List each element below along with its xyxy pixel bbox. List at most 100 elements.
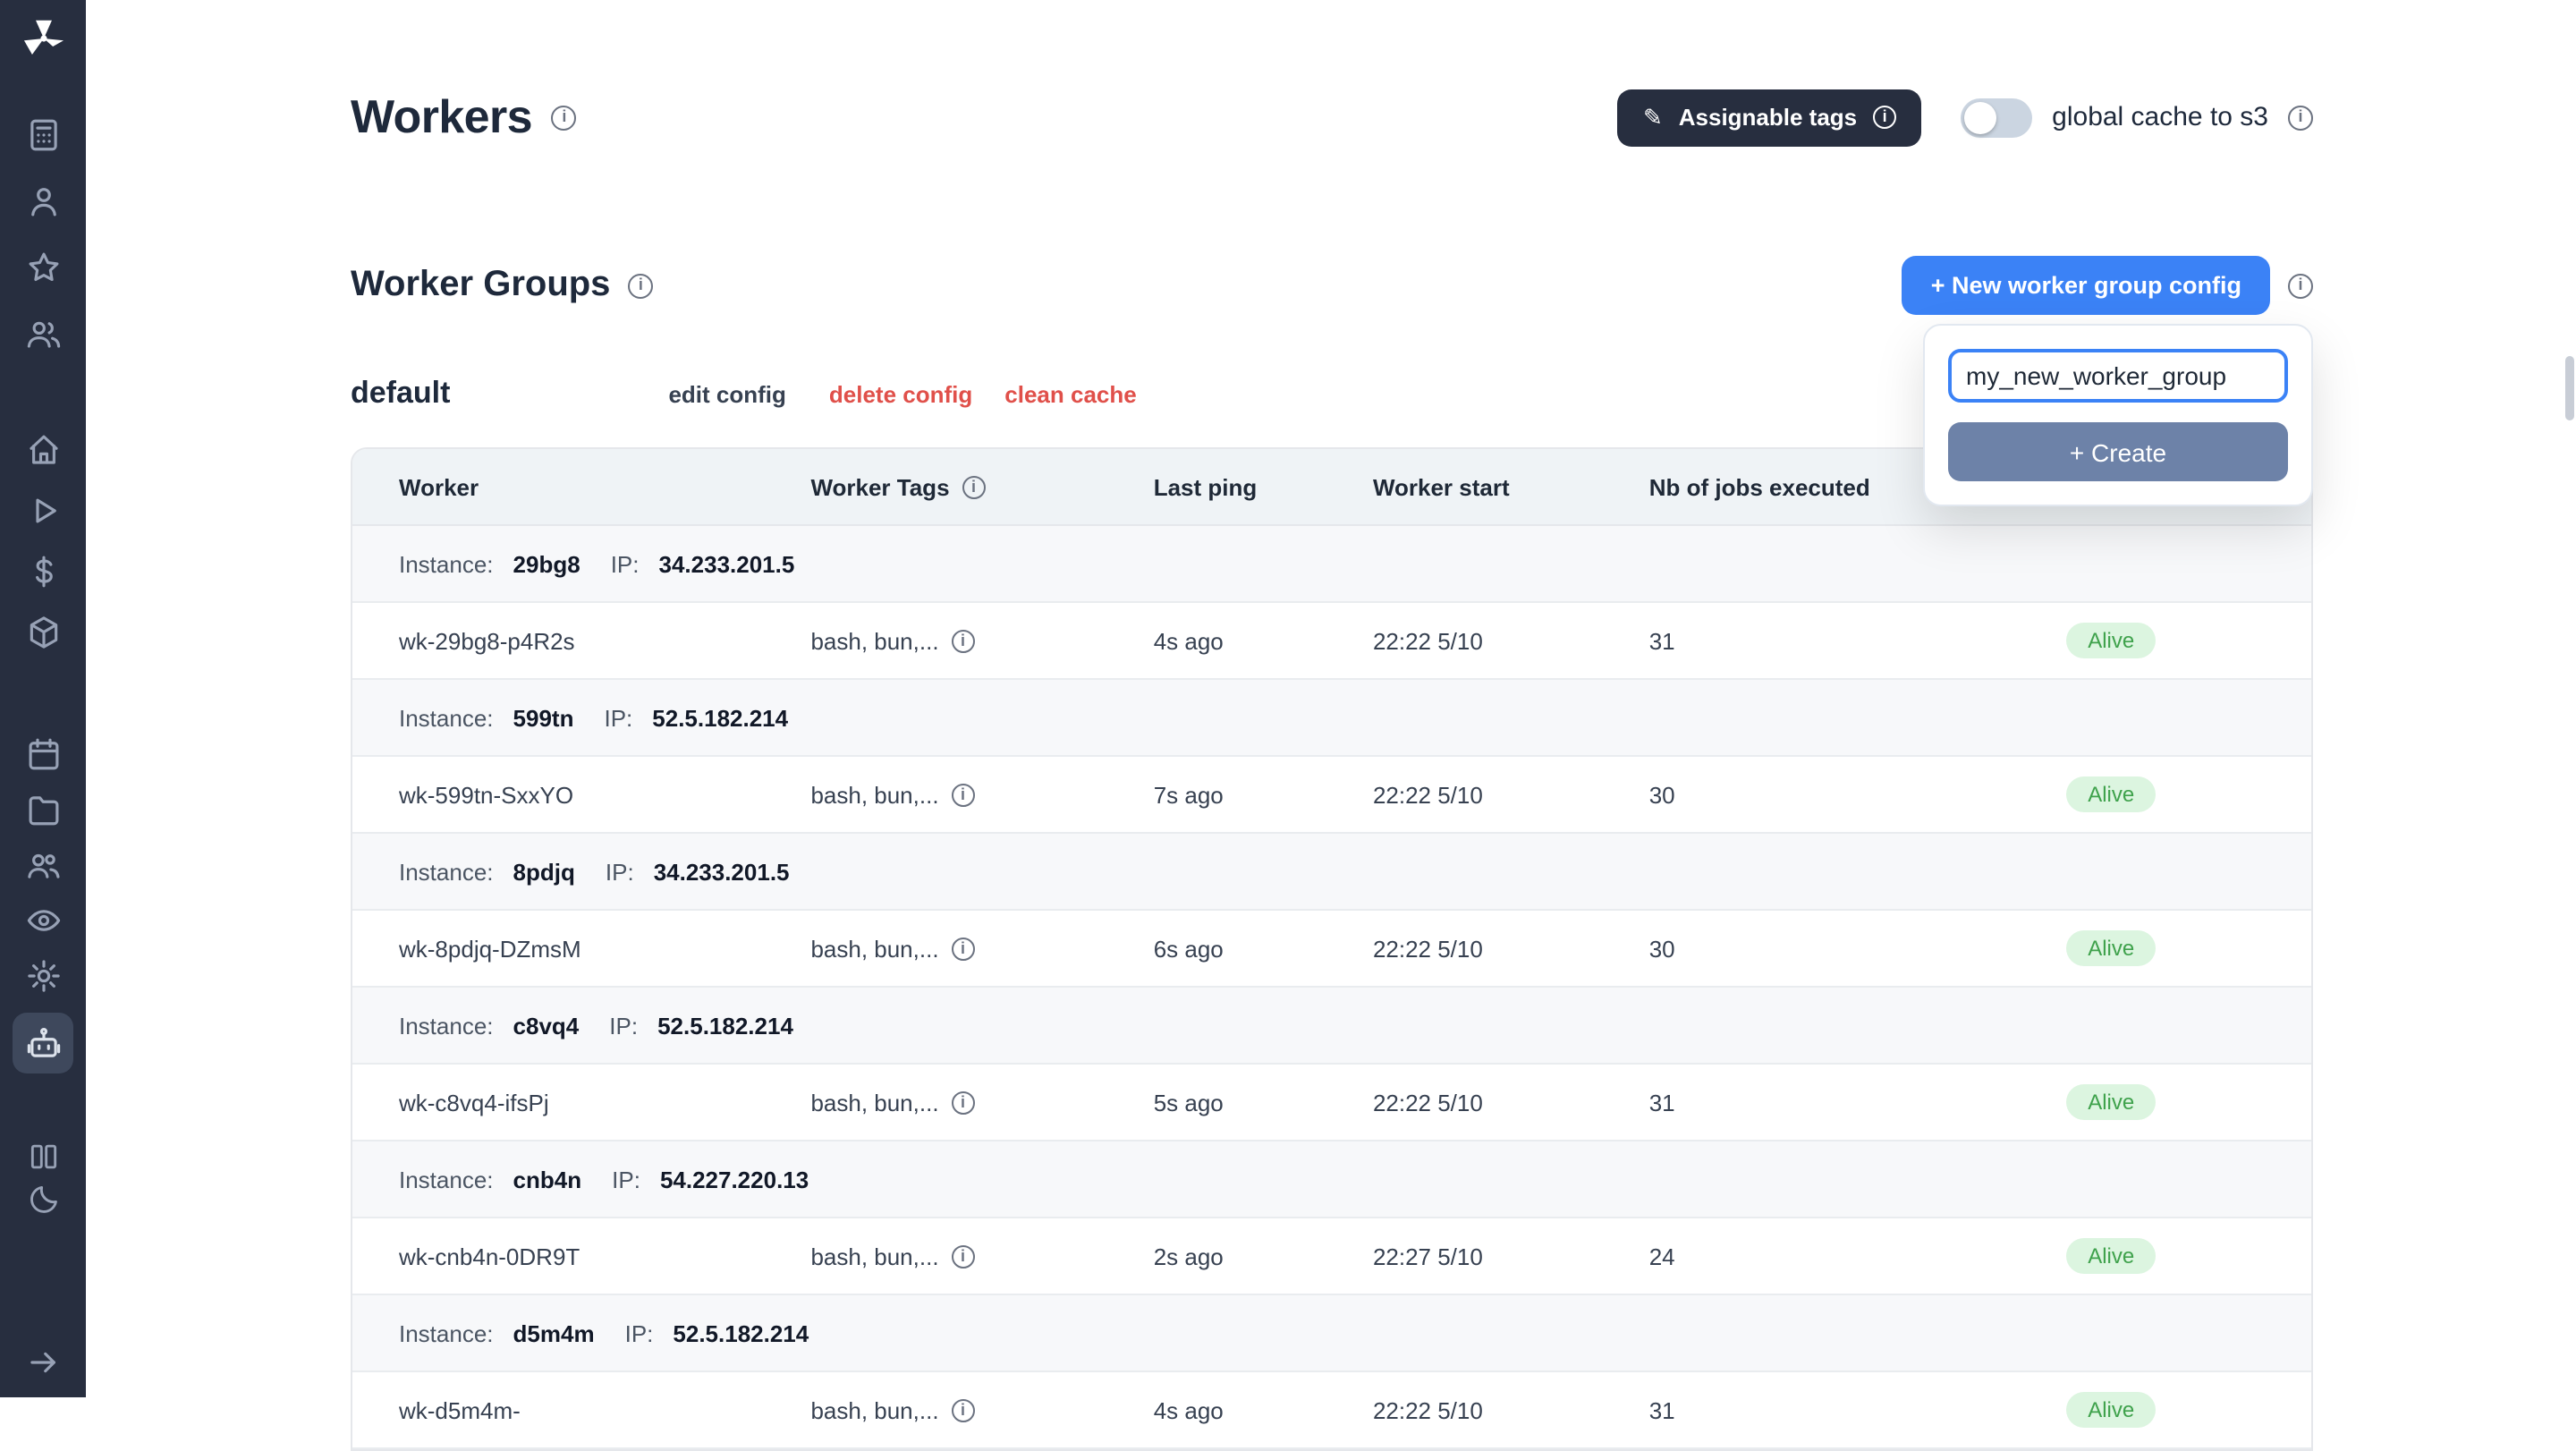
- worker-tags-row-info-icon[interactable]: [951, 1090, 975, 1114]
- sidebar-item-workers-active[interactable]: [13, 1013, 73, 1073]
- edit-config-link[interactable]: edit config: [668, 381, 786, 408]
- worker-name: wk-d5m4m-: [399, 1396, 521, 1423]
- worker-row: wk-29bg8-p4R2s bash, bun,... 4s ago 22:2…: [352, 603, 2311, 680]
- workers-info-icon[interactable]: [551, 105, 577, 130]
- worker-start-time: 22:22 5/10: [1372, 1396, 1483, 1423]
- sidebar-expand[interactable]: [24, 1344, 62, 1381]
- instance-label: Instance:: [399, 550, 494, 577]
- global-cache-toggle[interactable]: [1961, 98, 2033, 137]
- new-worker-group-info-icon[interactable]: [2288, 273, 2313, 298]
- columns-icon[interactable]: [26, 1140, 60, 1174]
- worker-tags-cell: bash, bun,...: [810, 781, 1153, 808]
- worker-row: wk-cnb4n-0DR9T bash, bun,... 2s ago 22:2…: [352, 1218, 2311, 1295]
- windmill-logo[interactable]: [19, 14, 67, 63]
- robot-icon: [26, 1026, 60, 1056]
- create-button[interactable]: + Create: [1948, 422, 2288, 481]
- global-cache-info-icon[interactable]: [2288, 105, 2313, 130]
- calendar-icon[interactable]: [24, 735, 62, 773]
- worker-group-name-input[interactable]: [1948, 349, 2288, 403]
- instance-row: Instance: c8vq4 IP: 52.5.182.214: [352, 988, 2311, 1065]
- dollar-icon[interactable]: [24, 553, 62, 590]
- toggle-knob: [1964, 101, 1997, 133]
- cube-icon[interactable]: [24, 614, 62, 651]
- worker-last-ping: 4s ago: [1153, 627, 1224, 654]
- worker-jobs-count: 30: [1648, 781, 1675, 808]
- workers-table: Worker Worker Tags Last ping Worker star…: [351, 447, 2313, 1451]
- worker-jobs-count: 31: [1648, 1089, 1675, 1116]
- folder-icon[interactable]: [24, 791, 62, 828]
- col-header-start: Worker start: [1372, 473, 1510, 500]
- worker-status-cell: Alive: [2066, 1392, 2311, 1428]
- users-icon[interactable]: [24, 315, 62, 352]
- worker-groups-info-icon[interactable]: [628, 273, 654, 298]
- instance-row: Instance: 8pdjq IP: 34.233.201.5: [352, 834, 2311, 911]
- gear-icon[interactable]: [24, 957, 62, 995]
- play-icon[interactable]: [24, 492, 62, 530]
- instance-label: Instance:: [399, 1012, 494, 1039]
- worker-status-cell: Alive: [2066, 1084, 2311, 1120]
- star-icon[interactable]: [24, 249, 62, 286]
- instance-label: Instance:: [399, 858, 494, 885]
- user-icon[interactable]: [24, 182, 62, 220]
- home-icon[interactable]: [24, 431, 62, 469]
- team-icon[interactable]: [24, 846, 62, 884]
- worker-tags-row-info-icon[interactable]: [951, 1244, 975, 1268]
- status-badge: Alive: [2066, 1238, 2157, 1274]
- worker-tags-row-info-icon[interactable]: [951, 1398, 975, 1421]
- worker-tags-cell: bash, bun,...: [810, 935, 1153, 962]
- ip-label: IP:: [612, 1166, 640, 1192]
- worker-name: wk-599tn-SxxYO: [399, 781, 574, 808]
- moon-icon[interactable]: [26, 1183, 60, 1217]
- worker-tags-row-info-icon[interactable]: [951, 629, 975, 652]
- delete-config-link[interactable]: delete config: [828, 381, 973, 408]
- assignable-tags-button[interactable]: Assignable tags: [1617, 89, 1922, 146]
- instance-row: Instance: 29bg8 IP: 34.233.201.5: [352, 526, 2311, 603]
- worker-jobs-count: 31: [1648, 1396, 1675, 1423]
- app-root: Workers Assignable tags global cache to …: [0, 0, 2576, 1397]
- status-badge: Alive: [2066, 1392, 2157, 1428]
- eye-icon[interactable]: [24, 902, 62, 939]
- col-header-tags: Worker Tags: [810, 473, 1153, 500]
- assignable-tags-info-icon[interactable]: [1873, 106, 1897, 129]
- calculator-icon[interactable]: [24, 116, 62, 154]
- worker-tags-row-info-icon[interactable]: [951, 783, 975, 806]
- instance-row: Instance: 599tn IP: 52.5.182.214: [352, 680, 2311, 757]
- worker-name: wk-cnb4n-0DR9T: [399, 1243, 580, 1269]
- scrollbar-thumb[interactable]: [2565, 356, 2574, 420]
- table-body: Instance: 29bg8 IP: 34.233.201.5 wk-29bg…: [352, 526, 2311, 1449]
- instance-id: d5m4m: [513, 1319, 595, 1346]
- worker-tags-row-info-icon[interactable]: [951, 937, 975, 960]
- worker-status-cell: Alive: [2066, 623, 2311, 658]
- ip-label: IP:: [605, 858, 634, 885]
- worker-last-ping: 7s ago: [1153, 781, 1224, 808]
- worker-last-ping: 6s ago: [1153, 935, 1224, 962]
- pencil-icon: [1643, 103, 1663, 132]
- clean-cache-link[interactable]: clean cache: [1004, 381, 1137, 408]
- group-name: default: [351, 376, 451, 410]
- worker-last-ping: 2s ago: [1153, 1243, 1224, 1269]
- worker-row: wk-c8vq4-ifsPj bash, bun,... 5s ago 22:2…: [352, 1065, 2311, 1141]
- new-worker-group-config-button[interactable]: + New worker group config: [1902, 256, 2270, 315]
- worker-tags-text: bash, bun,...: [810, 1089, 939, 1116]
- worker-row: wk-599tn-SxxYO bash, bun,... 7s ago 22:2…: [352, 757, 2311, 834]
- worker-tags-cell: bash, bun,...: [810, 1089, 1153, 1116]
- worker-last-ping: 4s ago: [1153, 1396, 1224, 1423]
- worker-row: wk-8pdjq-DZmsM bash, bun,... 6s ago 22:2…: [352, 911, 2311, 988]
- worker-tags-text: bash, bun,...: [810, 1243, 939, 1269]
- worker-name: wk-29bg8-p4R2s: [399, 627, 575, 654]
- sidebar-group-top: [24, 116, 62, 352]
- worker-start-time: 22:22 5/10: [1372, 781, 1483, 808]
- instance-id: 29bg8: [513, 550, 580, 577]
- instance-label: Instance:: [399, 1319, 494, 1346]
- instance-ip: 52.5.182.214: [657, 1012, 793, 1039]
- status-badge: Alive: [2066, 623, 2157, 658]
- status-badge: Alive: [2066, 930, 2157, 966]
- worker-last-ping: 5s ago: [1153, 1089, 1224, 1116]
- ip-label: IP:: [604, 704, 633, 731]
- worker-jobs-count: 24: [1648, 1243, 1675, 1269]
- page-header: Workers Assignable tags global cache to …: [351, 88, 2313, 147]
- worker-tags-info-icon[interactable]: [962, 475, 986, 498]
- col-header-jobs: Nb of jobs executed: [1648, 473, 1870, 500]
- instance-ip: 34.233.201.5: [658, 550, 795, 577]
- worker-name: wk-c8vq4-ifsPj: [399, 1089, 549, 1116]
